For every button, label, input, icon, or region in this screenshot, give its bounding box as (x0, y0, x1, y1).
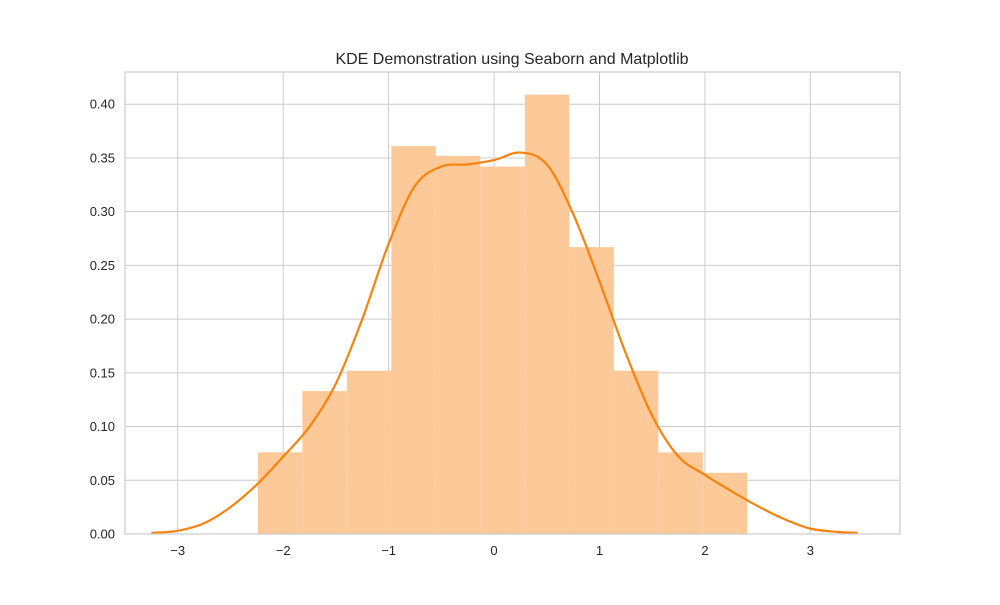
x-tick-label: 1 (596, 543, 603, 558)
histogram-bar (302, 391, 347, 534)
x-tick-label: 0 (490, 543, 497, 558)
y-tick-label: 0.15 (90, 365, 115, 380)
x-tick-labels: −3 −2 −1 0 1 2 3 (170, 543, 814, 558)
histogram-bar (391, 146, 436, 534)
y-tick-label: 0.35 (90, 150, 115, 165)
y-tick-label: 0.30 (90, 204, 115, 219)
x-tick-label: 3 (807, 543, 814, 558)
histogram-bar (702, 472, 748, 534)
y-tick-label: 0.40 (90, 97, 115, 112)
y-tick-label: 0.20 (90, 312, 115, 327)
x-tick-label: −2 (276, 543, 291, 558)
histogram-bar (569, 247, 614, 534)
histogram-bar (346, 370, 392, 534)
chart-title: KDE Demonstration using Seaborn and Matp… (335, 51, 688, 68)
y-tick-label: 0.10 (90, 419, 115, 434)
histogram-bar (257, 452, 303, 534)
x-tick-label: 2 (701, 543, 708, 558)
histogram-bar (435, 155, 481, 534)
x-tick-label: −3 (170, 543, 185, 558)
x-tick-label: −1 (381, 543, 396, 558)
histogram-bar (480, 166, 525, 535)
y-tick-label: 0.05 (90, 473, 115, 488)
histogram-bar (613, 370, 659, 534)
kde-curve-group (151, 151, 858, 535)
histogram-bar (658, 452, 703, 534)
plot-frame (124, 71, 901, 535)
y-tick-labels: 0.00 0.05 0.10 0.15 0.20 0.25 0.30 0.35 0.40 (90, 97, 115, 542)
histogram-bars (257, 94, 748, 535)
y-tick-label: 0.00 (90, 527, 115, 542)
kde-curve (151, 151, 858, 535)
y-tick-label: 0.25 (90, 258, 115, 273)
histogram-bar (524, 94, 570, 534)
